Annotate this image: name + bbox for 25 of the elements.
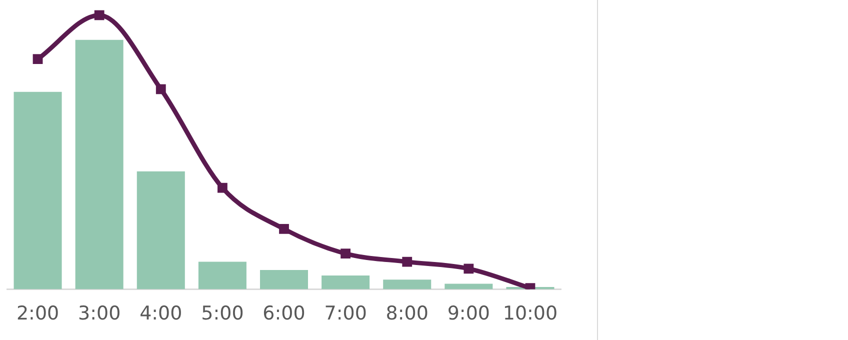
x-tick-label: 6:00 (262, 302, 306, 325)
x-tick-label: 9:00 (447, 302, 490, 325)
bar (322, 276, 370, 290)
bar (444, 284, 493, 290)
bar (260, 270, 308, 290)
x-tick-label: 3:00 (78, 302, 121, 325)
bar (383, 280, 432, 290)
x-tick-label: 2:00 (16, 302, 60, 325)
point (32, 54, 43, 64)
x-tick-label: 7:00 (324, 302, 367, 325)
point (464, 264, 474, 274)
bar (198, 262, 246, 290)
point (279, 224, 289, 234)
bar (75, 40, 124, 290)
x-tick-label: 8:00 (386, 302, 428, 325)
x-tick-label: 10:00 (502, 302, 558, 325)
point (218, 182, 228, 193)
bar (14, 92, 62, 290)
x-tick-label: 5:00 (201, 302, 244, 325)
bar (136, 171, 185, 290)
point (402, 256, 412, 267)
x-tick-label: 4:00 (140, 302, 182, 325)
point (340, 248, 351, 259)
point (156, 84, 166, 94)
point (94, 10, 104, 20)
